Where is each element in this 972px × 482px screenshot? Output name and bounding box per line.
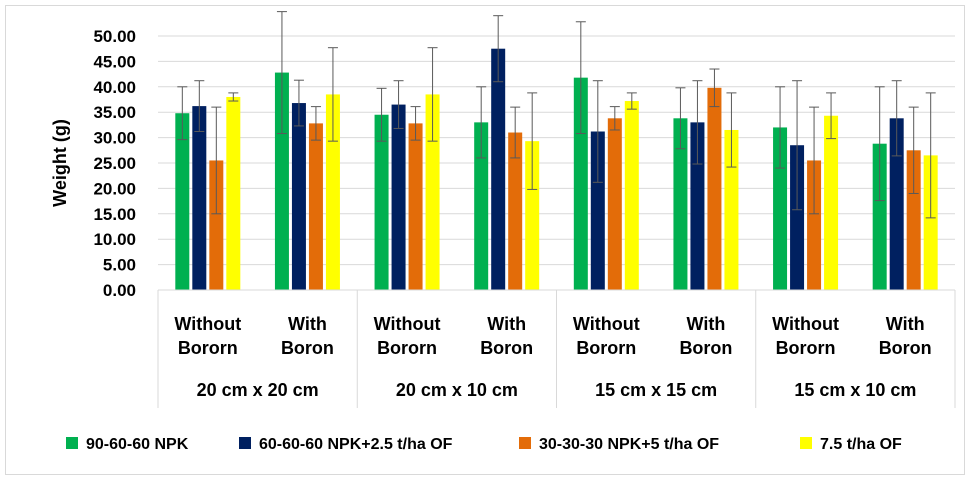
subcategory-label: Bororn xyxy=(776,338,836,358)
bar xyxy=(872,143,887,290)
y-tick-label: 25.00 xyxy=(93,154,136,173)
bar xyxy=(408,123,423,290)
y-tick-label: 10.00 xyxy=(93,230,136,249)
subcategory-label: Bororn xyxy=(178,338,238,358)
bar xyxy=(889,118,904,291)
bar xyxy=(906,150,921,290)
legend-swatch xyxy=(66,437,78,449)
bar xyxy=(474,122,489,290)
bar xyxy=(274,72,289,291)
y-tick-label: 45.00 xyxy=(93,52,136,71)
group-label: 20 cm x 20 cm xyxy=(197,380,319,400)
legend-swatch xyxy=(519,437,531,449)
group-label: 20 cm x 10 cm xyxy=(396,380,518,400)
y-tick-label: 50.00 xyxy=(93,27,136,46)
bar xyxy=(590,131,605,290)
legend-label: 90-60-60 NPK xyxy=(86,436,189,453)
bar xyxy=(673,118,688,291)
bar xyxy=(374,114,389,291)
bar xyxy=(525,141,540,290)
group-label: 15 cm x 15 cm xyxy=(595,380,717,400)
subcategory-label: Boron xyxy=(281,338,334,358)
subcategory-label: With xyxy=(886,314,925,334)
y-tick-label: 30.00 xyxy=(93,129,136,148)
subcategory-label: Without xyxy=(573,314,640,334)
legend-label: 7.5 t/ha OF xyxy=(820,436,902,453)
subcategory-label: Boron xyxy=(480,338,533,358)
bar xyxy=(573,77,588,290)
subcategory-label: Bororn xyxy=(576,338,636,358)
bar xyxy=(425,94,440,290)
bar xyxy=(291,103,306,290)
y-tick-label: 5.00 xyxy=(103,256,136,275)
subcategory-label: Boron xyxy=(879,338,932,358)
bar xyxy=(325,94,340,290)
bar xyxy=(209,160,224,290)
y-tick-label: 20.00 xyxy=(93,179,136,198)
legend-label: 60-60-60 NPK+2.5 t/ha OF xyxy=(259,436,453,453)
subcategory-label: Without xyxy=(174,314,241,334)
bar xyxy=(175,113,190,290)
legend-swatch xyxy=(239,437,251,449)
bar xyxy=(607,118,622,291)
bar xyxy=(624,101,639,290)
bar xyxy=(724,129,739,290)
subcategory-label: With xyxy=(288,314,327,334)
y-tick-label: 35.00 xyxy=(93,103,136,122)
y-axis-title: Weight (g) xyxy=(50,119,70,207)
subcategory-label: With xyxy=(687,314,726,334)
bar xyxy=(508,132,523,290)
bar xyxy=(391,104,406,290)
bar xyxy=(226,96,241,291)
group-label: 15 cm x 10 cm xyxy=(794,380,916,400)
legend-swatch xyxy=(800,437,812,449)
bar xyxy=(824,115,839,290)
subcategory-label: Without xyxy=(772,314,839,334)
bar xyxy=(923,155,938,290)
subcategory-label: Bororn xyxy=(377,338,437,358)
subcategory-label: With xyxy=(487,314,526,334)
bar xyxy=(807,160,822,290)
bar xyxy=(308,123,323,290)
subcategory-label: Without xyxy=(374,314,441,334)
bar xyxy=(192,106,207,290)
bar xyxy=(790,145,805,290)
legend-label: 30-30-30 NPK+5 t/ha OF xyxy=(539,436,719,453)
y-tick-label: 0.00 xyxy=(103,281,136,300)
y-tick-label: 15.00 xyxy=(93,205,136,224)
bar xyxy=(491,48,506,291)
y-tick-label: 40.00 xyxy=(93,78,136,97)
bar xyxy=(707,87,722,290)
subcategory-label: Boron xyxy=(679,338,732,358)
